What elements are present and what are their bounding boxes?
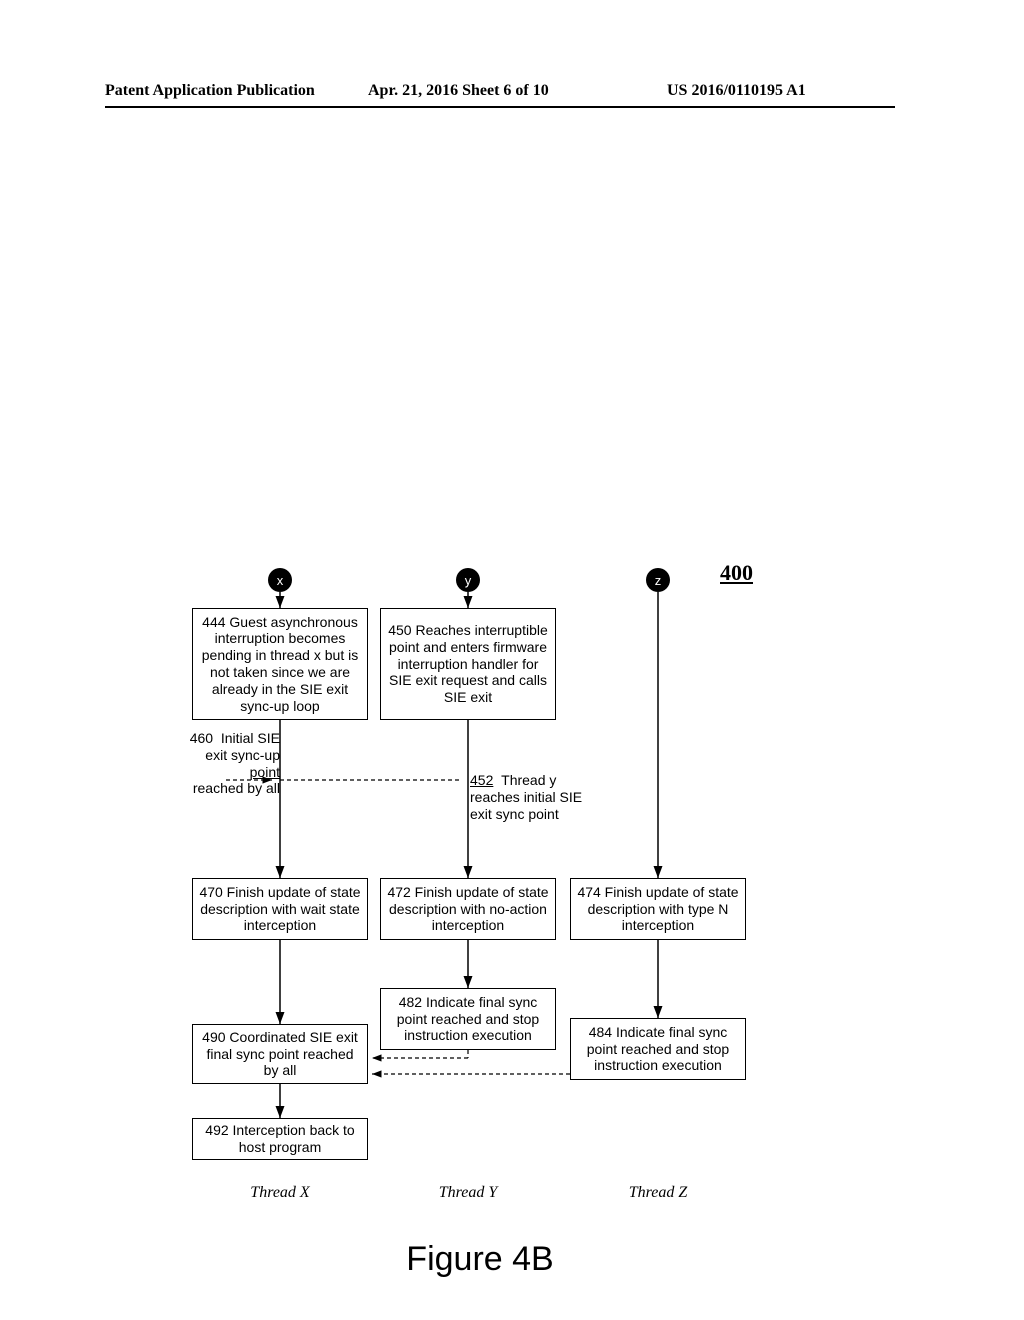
box-470-text: 470 Finish update of state description w… xyxy=(199,884,361,934)
box-474: 474 Finish update of state description w… xyxy=(570,878,746,940)
box-444: 444 Guest asynchronous interruption beco… xyxy=(192,608,368,720)
box-490-text: 490 Coordinated SIE exit final sync poin… xyxy=(199,1029,361,1079)
figure-caption: Figure 4B xyxy=(380,1240,580,1279)
box-470: 470 Finish update of state description w… xyxy=(192,878,368,940)
thread-label-y: Thread Y xyxy=(428,1184,508,1202)
box-472: 472 Finish update of state description w… xyxy=(380,878,556,940)
page: Patent Application Publication Apr. 21, … xyxy=(0,0,1024,1320)
box-484: 484 Indicate final sync point reached an… xyxy=(570,1018,746,1080)
box-474-text: 474 Finish update of state description w… xyxy=(577,884,739,934)
box-482: 482 Indicate final sync point reached an… xyxy=(380,988,556,1050)
box-444-text: 444 Guest asynchronous interruption beco… xyxy=(199,614,361,715)
svg-text:x: x xyxy=(277,573,284,588)
box-450-text: 450 Reaches interruptible point and ente… xyxy=(387,622,549,706)
box-492-text: 492 Interception back to host program xyxy=(199,1122,361,1156)
box-482-text: 482 Indicate final sync point reached an… xyxy=(387,994,549,1044)
connector-circles: x y z xyxy=(268,568,670,592)
annotation-460: 460 Initial SIEexit sync-uppointreached … xyxy=(160,730,280,797)
box-490: 490 Coordinated SIE exit final sync poin… xyxy=(192,1024,368,1084)
box-450: 450 Reaches interruptible point and ente… xyxy=(380,608,556,720)
box-484-text: 484 Indicate final sync point reached an… xyxy=(577,1024,739,1074)
svg-text:y: y xyxy=(465,573,472,588)
thread-label-z: Thread Z xyxy=(618,1184,698,1202)
thread-label-x: Thread X xyxy=(240,1184,320,1202)
svg-text:z: z xyxy=(655,573,662,588)
box-472-text: 472 Finish update of state description w… xyxy=(387,884,549,934)
annotation-452: 452 Thread yreaches initial SIEexit sync… xyxy=(470,772,610,822)
box-492: 492 Interception back to host program xyxy=(192,1118,368,1160)
